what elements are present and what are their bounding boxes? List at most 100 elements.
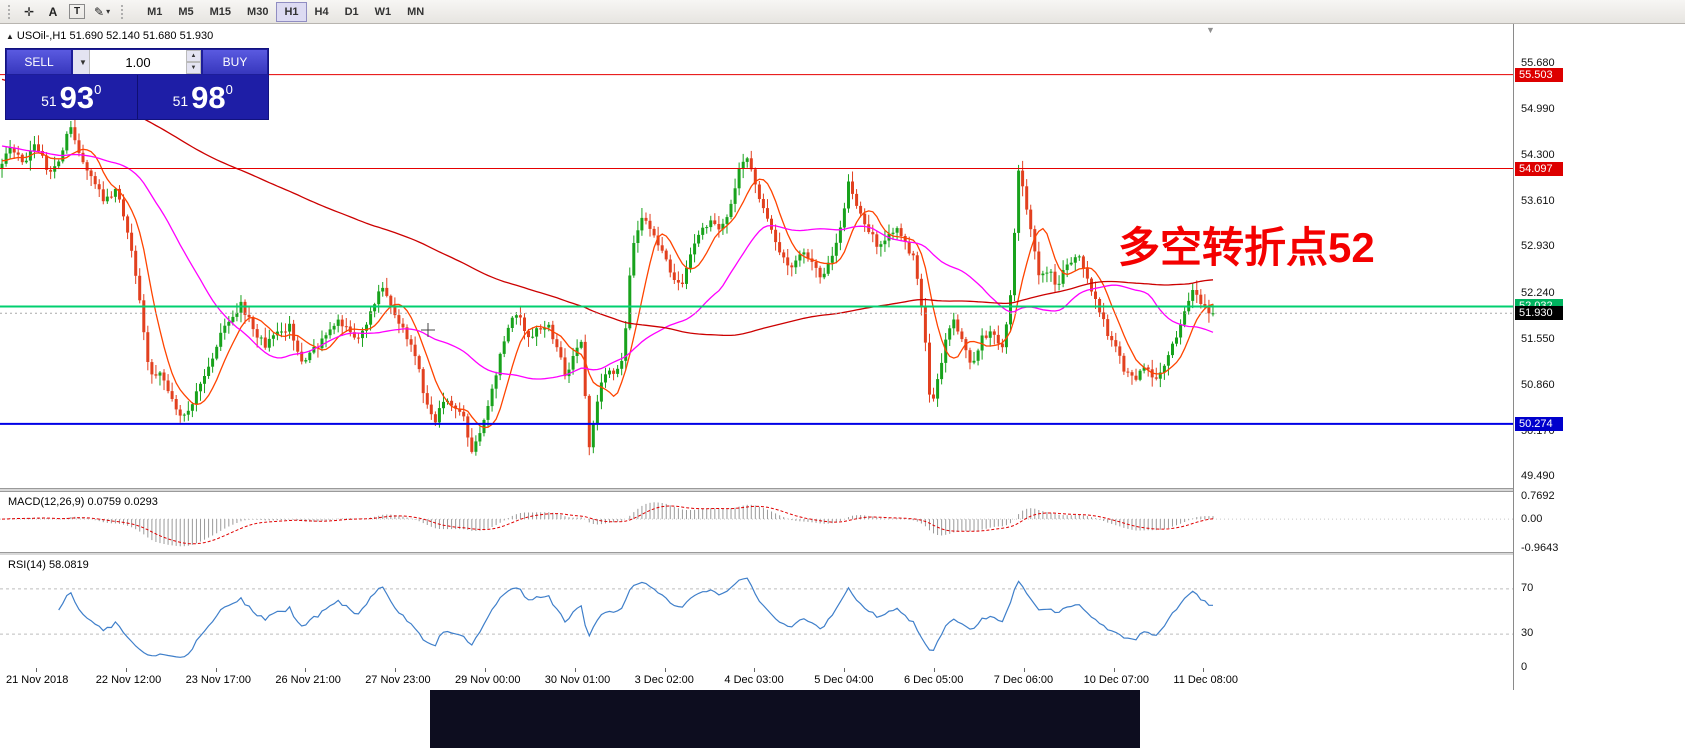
sell-price-pip: 0 bbox=[94, 82, 102, 97]
time-axis-label: 3 Dec 02:00 bbox=[634, 674, 694, 686]
price-axis-label: 50.860 bbox=[1521, 378, 1555, 391]
toolbar-drag-handle[interactable] bbox=[120, 3, 126, 20]
draw-objects-button[interactable]: ✎ ▾ bbox=[90, 2, 114, 22]
time-axis-label: 22 Nov 12:00 bbox=[95, 674, 162, 686]
timeframe-button-m30[interactable]: M30 bbox=[239, 2, 276, 22]
volume-decrease-button[interactable]: ▼ bbox=[186, 62, 201, 74]
text-tool-icon[interactable]: T bbox=[69, 4, 85, 19]
timeframe-button-m1[interactable]: M1 bbox=[139, 2, 170, 22]
price-axis-label: 49.490 bbox=[1521, 470, 1555, 483]
timeframe-button-d1[interactable]: D1 bbox=[337, 2, 367, 22]
timeframe-button-mn[interactable]: MN bbox=[399, 2, 432, 22]
volume-dropdown-button[interactable]: ▼ bbox=[73, 50, 90, 74]
price-axis-label: 55.680 bbox=[1521, 56, 1555, 69]
macd-axis-label: -0.9643 bbox=[1521, 542, 1559, 554]
time-axis-label: 10 Dec 07:00 bbox=[1083, 674, 1150, 686]
symbol-ohlc-text: USOil-,H1 51.690 52.140 51.680 51.930 bbox=[16, 30, 214, 42]
volume-spinner: ▲ ▼ bbox=[186, 50, 201, 74]
price-axis-label: 54.990 bbox=[1521, 102, 1555, 115]
timeframe-button-h4[interactable]: H4 bbox=[307, 2, 337, 22]
time-axis-label: 4 Dec 03:00 bbox=[724, 674, 784, 686]
one-click-trading-panel: SELL ▼ ▲ ▼ BUY 51 93 0 51 98 0 bbox=[5, 48, 269, 120]
chart-symbol-header: ▲ USOil-,H1 51.690 52.140 51.680 51.930 bbox=[6, 30, 213, 42]
time-axis-label: 11 Dec 08:00 bbox=[1173, 674, 1239, 686]
sell-price-button[interactable]: 51 93 0 bbox=[6, 75, 138, 119]
price-axis[interactable]: 55.680 54.990 54.300 53.610 52.930 52.240 51.5… bbox=[1513, 24, 1685, 690]
time-axis-tick bbox=[844, 668, 846, 672]
buy-price-int: 51 bbox=[172, 93, 189, 109]
time-axis-tick bbox=[305, 668, 307, 672]
time-axis-label: 21 Nov 2018 bbox=[6, 674, 69, 686]
time-axis-label: 7 Dec 06:00 bbox=[993, 674, 1054, 686]
time-axis-tick bbox=[1023, 668, 1025, 672]
trade-panel-top-row: SELL ▼ ▲ ▼ BUY bbox=[6, 49, 268, 75]
time-axis-tick bbox=[754, 668, 756, 672]
buy-price-dec: 98 bbox=[191, 79, 226, 115]
bottom-strip bbox=[0, 690, 1685, 748]
time-axis-tick bbox=[574, 668, 576, 672]
buy-price-pip: 0 bbox=[225, 82, 233, 97]
volume-control: ▼ ▲ ▼ bbox=[72, 49, 202, 75]
current-price-tag: 51.930 bbox=[1515, 306, 1563, 321]
trade-panel-price-row: 51 93 0 51 98 0 bbox=[6, 75, 268, 119]
timeframe-button-m5[interactable]: M5 bbox=[170, 2, 201, 22]
macd-plot-area[interactable] bbox=[0, 492, 1513, 552]
time-axis[interactable]: 21 Nov 2018 22 Nov 12:00 23 Nov 17:00 26 No… bbox=[0, 668, 1513, 690]
time-axis-label: 23 Nov 17:00 bbox=[185, 674, 252, 686]
hline-price-tag[interactable]: 50.274 bbox=[1515, 416, 1563, 431]
timeframe-toolbar: M1 M5 M15 M30 H1 H4 D1 W1 MN bbox=[139, 1, 432, 22]
time-axis-tick bbox=[215, 668, 217, 672]
hline-price-tag[interactable]: 55.503 bbox=[1515, 67, 1563, 82]
toolbar: ✛ A T ✎ ▾ M1 M5 M15 M30 H1 H4 D1 W1 MN bbox=[0, 0, 1685, 24]
pencil-icon: ✎ bbox=[94, 4, 105, 19]
macd-axis-label: 0.00 bbox=[1521, 513, 1543, 526]
sell-price-int: 51 bbox=[41, 93, 57, 109]
timeframe-button-m15[interactable]: M15 bbox=[202, 2, 239, 22]
chart-shift-marker-icon[interactable]: ▼ bbox=[1206, 25, 1215, 35]
macd-label: MACD(12,26,9) 0.0759 0.0293 bbox=[8, 496, 158, 508]
time-axis-tick bbox=[485, 668, 486, 672]
rsi-axis-label: 30 bbox=[1521, 627, 1534, 640]
bottom-dark-strip bbox=[430, 690, 1140, 748]
rsi-label: RSI(14) 58.0819 bbox=[8, 559, 89, 571]
volume-input[interactable] bbox=[90, 50, 186, 74]
buy-button[interactable]: BUY bbox=[202, 49, 268, 75]
caret-down-icon: ▾ bbox=[106, 7, 111, 16]
time-axis-label: 26 Nov 21:00 bbox=[275, 674, 341, 686]
sell-button[interactable]: SELL bbox=[6, 49, 72, 75]
macd-axis-label: 0.7692 bbox=[1521, 490, 1555, 502]
time-axis-tick bbox=[1113, 668, 1115, 672]
time-axis-label: 27 Nov 23:00 bbox=[365, 674, 431, 686]
price-axis-label: 52.240 bbox=[1521, 286, 1555, 299]
price-axis-label: 51.550 bbox=[1521, 332, 1555, 345]
time-axis-label: 6 Dec 05:00 bbox=[904, 674, 964, 686]
collapse-arrow-icon[interactable]: ▲ bbox=[6, 32, 14, 41]
volume-increase-button[interactable]: ▲ bbox=[186, 50, 201, 62]
rsi-axis-label: 70 bbox=[1521, 581, 1534, 594]
price-axis-label: 54.300 bbox=[1521, 148, 1555, 161]
time-axis-tick bbox=[664, 668, 666, 672]
sell-price-dec: 93 bbox=[59, 79, 95, 115]
time-axis-label: 29 Nov 00:00 bbox=[455, 674, 521, 686]
rsi-axis-label: 0 bbox=[1521, 661, 1528, 673]
time-axis-label: 5 Dec 04:00 bbox=[814, 674, 874, 686]
price-axis-label: 53.610 bbox=[1521, 195, 1555, 208]
time-axis-tick bbox=[36, 668, 37, 672]
chart-annotation: 多空转折点52 bbox=[1118, 224, 1375, 271]
hline-price-tag[interactable]: 54.097 bbox=[1515, 161, 1563, 176]
time-axis-label: 30 Nov 01:00 bbox=[544, 674, 611, 686]
time-axis-tick bbox=[934, 668, 935, 672]
crosshair-tool-icon[interactable]: ✛ bbox=[18, 2, 40, 22]
time-axis-tick bbox=[125, 668, 127, 672]
buy-price-button[interactable]: 51 98 0 bbox=[138, 75, 269, 119]
timeframe-button-w1[interactable]: W1 bbox=[367, 2, 400, 22]
price-axis-label: 52.930 bbox=[1521, 240, 1555, 253]
arrow-label-tool-icon[interactable]: A bbox=[42, 2, 64, 22]
time-axis-tick bbox=[395, 668, 397, 672]
rsi-plot-area[interactable] bbox=[0, 555, 1513, 668]
toolbar-drag-handle[interactable] bbox=[7, 3, 12, 20]
time-axis-tick bbox=[1203, 668, 1205, 672]
timeframe-button-h1[interactable]: H1 bbox=[276, 1, 307, 22]
panel-splitter[interactable] bbox=[0, 488, 1685, 492]
